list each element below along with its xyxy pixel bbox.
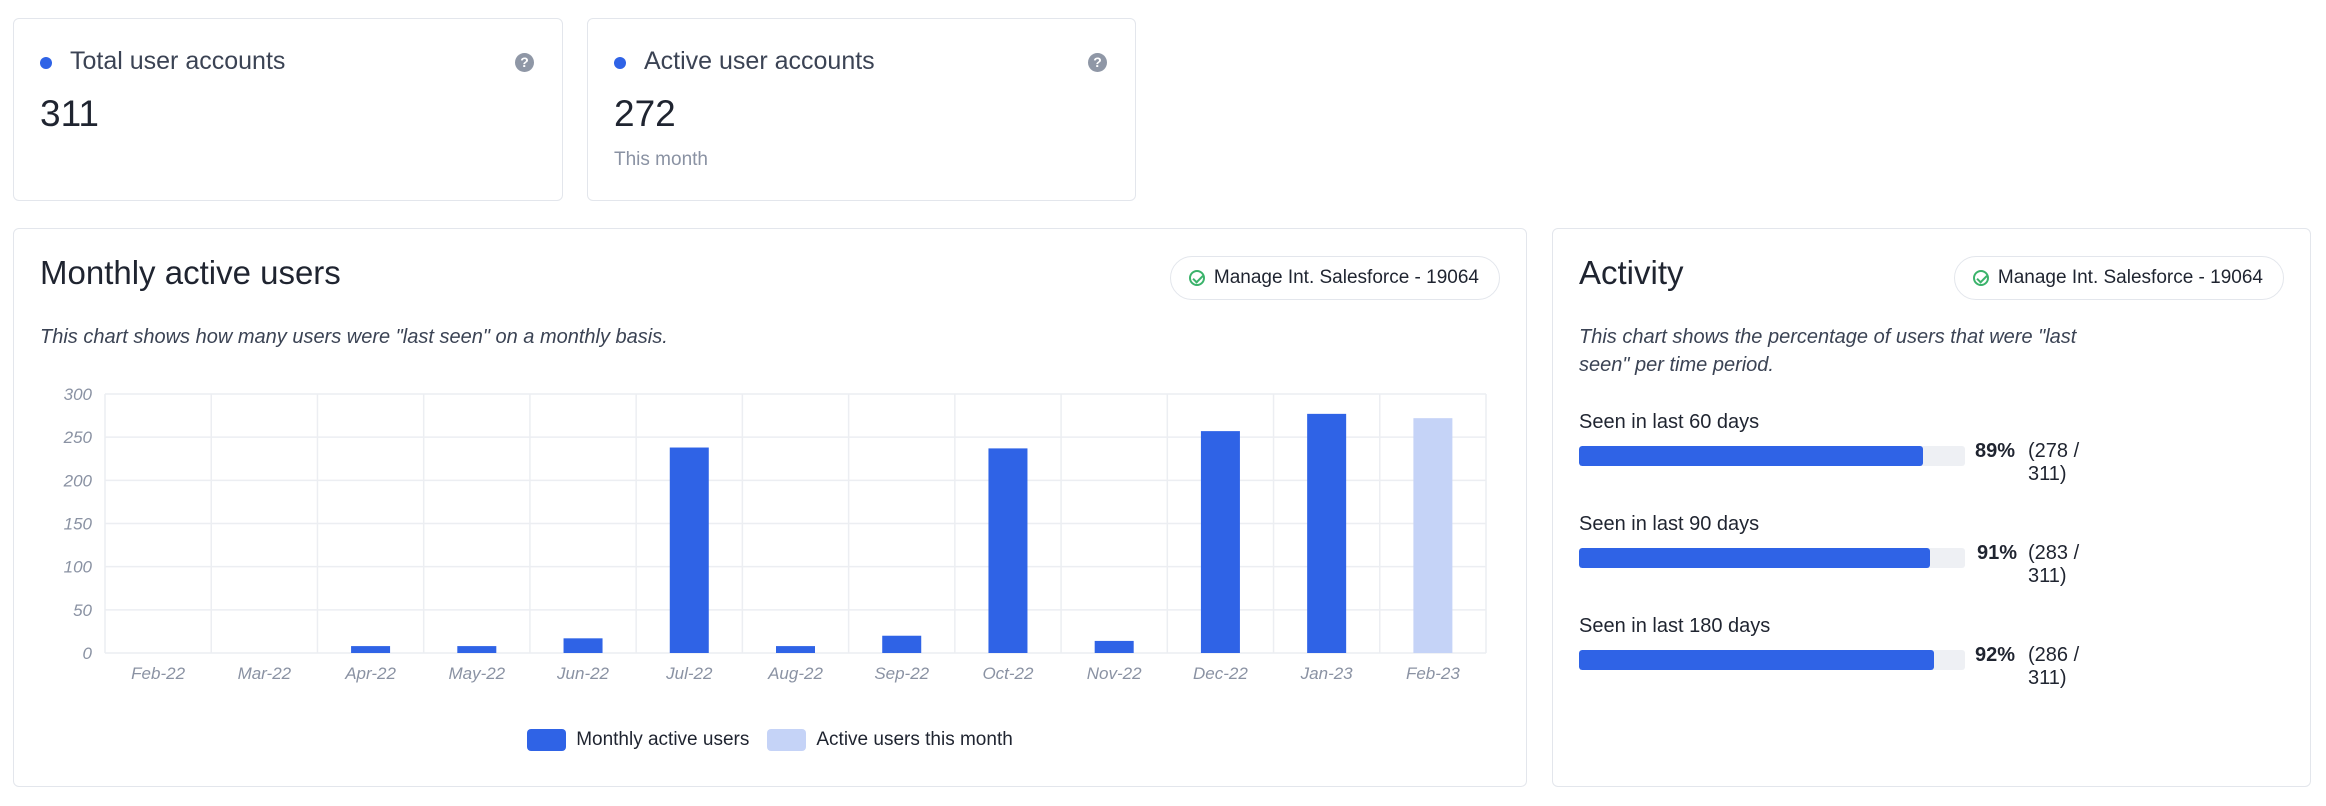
monthly-active-users-panel: Monthly active users Manage Int. Salesfo… bbox=[13, 228, 1527, 787]
check-circle-icon bbox=[1972, 270, 1989, 286]
x-tick-label: Jan-23 bbox=[1300, 664, 1354, 683]
stat-title: Active user accounts bbox=[644, 47, 875, 75]
bar-monthly-active-users bbox=[563, 638, 603, 653]
legend-swatch bbox=[527, 729, 567, 751]
y-tick-label: 250 bbox=[63, 428, 93, 447]
integration-badge-label: Manage Int. Salesforce - 19064 bbox=[1997, 267, 2263, 288]
stat-title: Total user accounts bbox=[70, 47, 286, 75]
bar-active-users-this-month bbox=[1413, 418, 1453, 653]
activity-percent: 89% bbox=[1975, 440, 2016, 462]
legend-item-active-users-this-month[interactable]: Active users this month bbox=[767, 729, 1013, 751]
integration-badge[interactable]: Manage Int. Salesforce - 19064 bbox=[1169, 256, 1500, 300]
activity-progress-fill bbox=[1579, 548, 1931, 568]
chart-description: This chart shows how many users were "la… bbox=[40, 326, 668, 348]
x-tick-label: Oct-22 bbox=[982, 664, 1034, 683]
bar-monthly-active-users bbox=[1200, 431, 1240, 653]
legend-swatch bbox=[767, 729, 807, 751]
chart-legend: Monthly active users Active users this m… bbox=[14, 729, 1526, 751]
x-tick-label: Apr-22 bbox=[344, 664, 396, 683]
activity-progress-bar bbox=[1579, 446, 1965, 466]
bar-monthly-active-users bbox=[669, 447, 709, 653]
panel-title: Monthly active users bbox=[40, 254, 341, 291]
check-circle-icon bbox=[1188, 270, 1205, 286]
activity-count: (286 / 311) bbox=[2028, 644, 2080, 689]
x-tick-label: Sep-22 bbox=[874, 664, 929, 683]
activity-progress-fill bbox=[1579, 446, 1923, 466]
monthly-active-users-chart: 0 50 100 150 200 250 300 Feb-22 Mar-22 Apr-22 May-… bbox=[63, 385, 1487, 683]
activity-row-90-days: Seen in last 90 days 91% (283 / 311) bbox=[1579, 513, 2099, 587]
y-tick-label: 100 bbox=[64, 558, 93, 577]
bar-monthly-active-users bbox=[882, 635, 922, 653]
total-user-accounts-card: Total user accounts ? 311 bbox=[13, 18, 563, 201]
active-user-accounts-card: Active user accounts ? 272 This month bbox=[587, 18, 1136, 201]
bullet-dot-icon bbox=[614, 57, 626, 69]
stat-value: 311 bbox=[40, 93, 99, 134]
panel-title: Activity bbox=[1579, 254, 1684, 291]
activity-label: Seen in last 60 days bbox=[1579, 411, 1760, 433]
x-tick-label: Feb-22 bbox=[131, 664, 185, 683]
stat-subtitle: This month bbox=[614, 149, 708, 170]
help-icon[interactable]: ? bbox=[515, 53, 534, 72]
activity-panel: Activity Manage Int. Salesforce - 19064 … bbox=[1552, 228, 2311, 787]
activity-description: This chart shows the percentage of users… bbox=[1579, 323, 2076, 379]
activity-count: (278 / 311) bbox=[2028, 440, 2080, 485]
x-tick-label: Dec-22 bbox=[1193, 664, 1248, 683]
bar-monthly-active-users bbox=[457, 646, 497, 653]
activity-progress-bar bbox=[1579, 548, 1965, 568]
legend-label: Active users this month bbox=[816, 729, 1013, 750]
activity-progress-fill bbox=[1579, 650, 1935, 670]
bar-monthly-active-users bbox=[776, 646, 815, 653]
activity-label: Seen in last 180 days bbox=[1579, 615, 1771, 637]
x-tick-label: Jul-22 bbox=[665, 664, 713, 683]
x-tick-label: Feb-23 bbox=[1406, 664, 1460, 683]
activity-row-60-days: Seen in last 60 days 89% (278 / 311) bbox=[1579, 411, 2099, 485]
y-tick-label: 300 bbox=[64, 385, 93, 404]
y-tick-label: 50 bbox=[73, 601, 92, 620]
activity-progress-bar bbox=[1579, 650, 1965, 670]
integration-badge[interactable]: Manage Int. Salesforce - 19064 bbox=[1953, 256, 2284, 300]
legend-item-monthly-active-users[interactable]: Monthly active users bbox=[527, 729, 749, 751]
x-tick-label: Mar-22 bbox=[238, 664, 292, 683]
description-line: seen" per time period. bbox=[1579, 354, 1774, 376]
y-tick-label: 200 bbox=[63, 471, 93, 490]
activity-percent: 92% bbox=[1975, 644, 2016, 666]
activity-count: (283 / 311) bbox=[2028, 542, 2080, 587]
bar-monthly-active-users bbox=[1094, 640, 1134, 653]
activity-percent: 91% bbox=[1977, 542, 2018, 564]
bar-monthly-active-users bbox=[1307, 413, 1347, 653]
y-tick-label: 0 bbox=[83, 644, 93, 663]
x-tick-label: Nov-22 bbox=[1087, 664, 1142, 683]
bullet-dot-icon bbox=[40, 57, 52, 69]
y-tick-label: 150 bbox=[64, 515, 93, 534]
bar-monthly-active-users bbox=[988, 448, 1028, 653]
integration-badge-label: Manage Int. Salesforce - 19064 bbox=[1213, 267, 1479, 288]
description-line: This chart shows the percentage of users… bbox=[1579, 326, 2077, 348]
x-tick-label: Aug-22 bbox=[767, 664, 823, 683]
legend-label: Monthly active users bbox=[576, 729, 750, 750]
stat-value: 272 bbox=[614, 93, 676, 134]
activity-label: Seen in last 90 days bbox=[1579, 513, 1760, 535]
activity-row-180-days: Seen in last 180 days 92% (286 / 311) bbox=[1579, 615, 2099, 689]
x-tick-label: May-22 bbox=[448, 664, 505, 683]
bar-monthly-active-users bbox=[351, 646, 391, 653]
x-tick-label: Jun-22 bbox=[556, 664, 610, 683]
help-icon[interactable]: ? bbox=[1088, 53, 1107, 72]
